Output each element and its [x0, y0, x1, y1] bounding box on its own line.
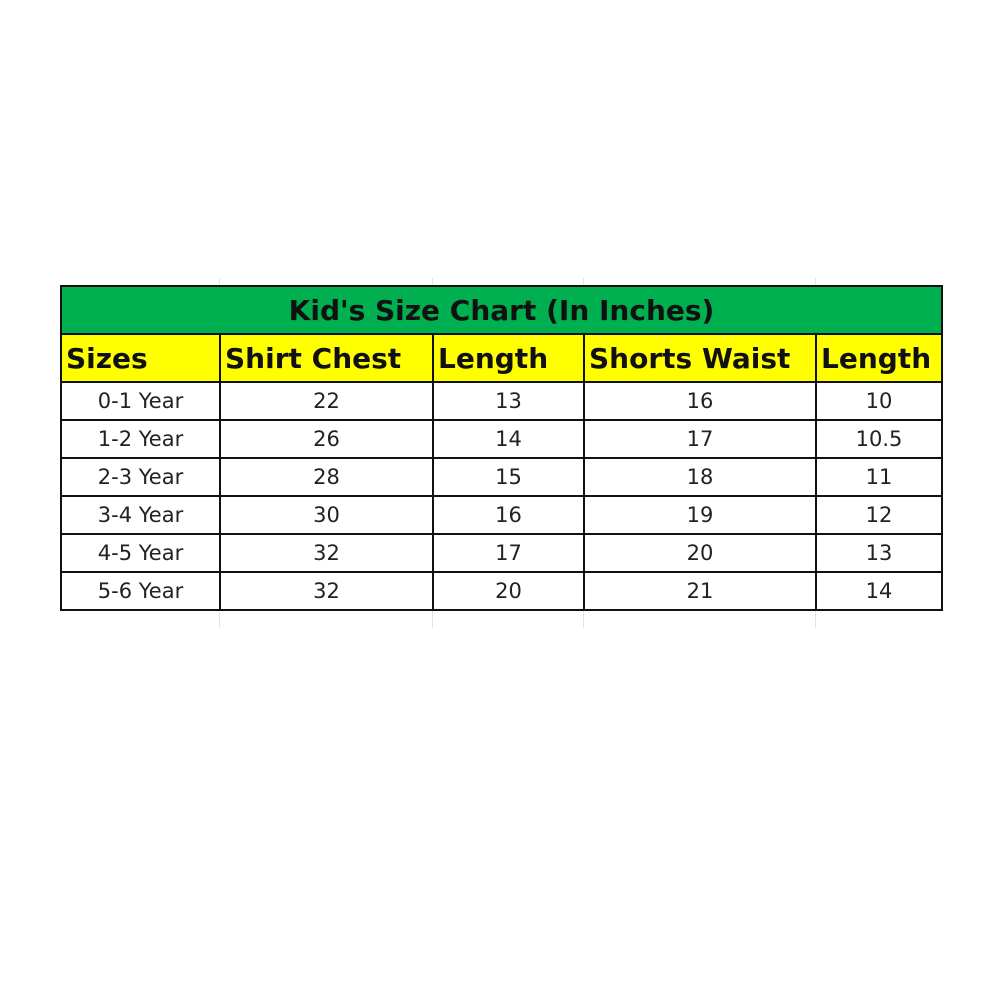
- table-cell: 10.5: [814, 419, 944, 459]
- table-row: 5-6 Year 32 20 21 14: [60, 571, 944, 611]
- table-row: 0-1 Year 22 13 16 10: [60, 381, 944, 421]
- table-cell: 18: [583, 457, 817, 497]
- header-row: Sizes Shirt Chest Length Shorts Waist Length: [60, 333, 944, 383]
- column-header: Shirt Chest: [219, 333, 434, 383]
- table-cell: 16: [583, 381, 817, 421]
- table-cell: 0-1 Year: [60, 381, 221, 421]
- table-cell: 22: [219, 381, 434, 421]
- table-title: Kid's Size Chart (In Inches): [59, 285, 944, 335]
- size-chart-table: Kid's Size Chart (In Inches) Sizes Shirt …: [59, 285, 944, 611]
- table-cell: 32: [219, 533, 434, 573]
- table-cell: 19: [583, 495, 817, 535]
- table-cell: 30: [219, 495, 434, 535]
- table-cell: 17: [432, 533, 585, 573]
- table-cell: 1-2 Year: [60, 419, 221, 459]
- column-header: Length: [432, 333, 585, 383]
- table-cell: 14: [432, 419, 585, 459]
- table-cell: 15: [432, 457, 585, 497]
- table-row: 4-5 Year 32 17 20 13: [60, 533, 944, 573]
- table-cell: 20: [432, 571, 585, 611]
- table-cell: 4-5 Year: [60, 533, 221, 573]
- table-cell: 13: [432, 381, 585, 421]
- column-header: Shorts Waist: [583, 333, 817, 383]
- table-cell: 11: [814, 457, 944, 497]
- table-cell: 28: [219, 457, 434, 497]
- table-cell: 13: [814, 533, 944, 573]
- table-cell: 26: [219, 419, 434, 459]
- table-cell: 16: [432, 495, 585, 535]
- column-header: Sizes: [60, 333, 221, 383]
- table-cell: 3-4 Year: [60, 495, 221, 535]
- table-cell: 5-6 Year: [60, 571, 221, 611]
- table-cell: 20: [583, 533, 817, 573]
- table-cell: 32: [219, 571, 434, 611]
- table-cell: 17: [583, 419, 817, 459]
- table-row: 1-2 Year 26 14 17 10.5: [60, 419, 944, 459]
- table-cell: 2-3 Year: [60, 457, 221, 497]
- table-cell: 10: [814, 381, 944, 421]
- table-cell: 12: [814, 495, 944, 535]
- column-header: Length: [814, 333, 944, 383]
- table-row: 3-4 Year 30 16 19 12: [60, 495, 944, 535]
- table-row: 2-3 Year 28 15 18 11: [60, 457, 944, 497]
- table-cell: 14: [814, 571, 944, 611]
- table-cell: 21: [583, 571, 817, 611]
